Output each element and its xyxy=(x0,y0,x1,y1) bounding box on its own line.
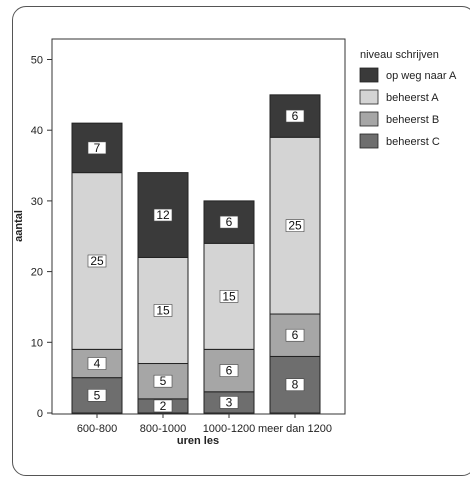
legend-label: beheerst C xyxy=(386,136,440,148)
legend-swatch xyxy=(359,133,379,149)
legend-title: niveau schrijven xyxy=(360,49,439,61)
data-label: 25 xyxy=(288,219,302,233)
data-label: 12 xyxy=(156,208,170,222)
y-tick-label: 50 xyxy=(31,55,43,67)
y-tick-label: 30 xyxy=(31,196,43,208)
data-label-box xyxy=(285,219,305,232)
data-label: 8 xyxy=(292,378,299,392)
legend-swatch xyxy=(359,111,379,127)
data-label-box xyxy=(219,215,239,229)
y-tick-label: 10 xyxy=(31,337,43,349)
data-label: 3 xyxy=(226,395,233,409)
x-tick-label: meer dan 1200 xyxy=(258,423,332,435)
y-tick-label: 20 xyxy=(31,267,43,279)
data-label: 15 xyxy=(156,303,170,317)
x-tick-label: 1000-1200 xyxy=(203,423,256,435)
legend-label: beheerst A xyxy=(386,92,439,104)
data-label: 15 xyxy=(222,289,236,303)
data-label: 6 xyxy=(226,215,233,229)
legend-label: op weg naar A xyxy=(386,70,457,82)
legend-swatch xyxy=(359,67,379,83)
x-axis-title: uren les xyxy=(177,435,219,447)
data-label: 6 xyxy=(292,109,299,123)
data-label-box xyxy=(153,374,173,388)
data-label-box xyxy=(219,364,239,377)
data-label-box xyxy=(153,304,173,317)
data-label: 6 xyxy=(292,328,299,342)
data-label-box xyxy=(87,357,107,370)
data-label: 25 xyxy=(90,254,104,268)
data-label: 2 xyxy=(160,399,167,413)
data-label-box xyxy=(219,396,239,409)
legend: niveau schrijven op weg naar A beheerst A… xyxy=(359,49,457,149)
data-label-box xyxy=(87,254,107,268)
y-axis-title: aantal xyxy=(13,210,25,242)
data-label-box xyxy=(285,109,305,123)
y-axis: 0 10 20 30 40 50 xyxy=(31,55,52,420)
data-label: 5 xyxy=(160,374,167,388)
data-label-box xyxy=(87,141,107,155)
data-label-box xyxy=(153,399,173,413)
data-label-box xyxy=(87,389,107,402)
data-label: 6 xyxy=(226,364,233,378)
data-label-box xyxy=(285,378,305,392)
legend-swatch xyxy=(359,89,379,105)
data-label-box xyxy=(219,290,239,303)
x-axis: 600-800 800-1000 1000-1200 meer dan 1200 xyxy=(77,413,332,435)
data-label: 5 xyxy=(94,388,101,402)
data-label-box xyxy=(153,208,173,222)
legend-label: beheerst B xyxy=(386,114,439,126)
y-tick-label: 40 xyxy=(31,125,43,137)
data-label: 7 xyxy=(94,141,101,155)
data-label: 4 xyxy=(94,357,101,371)
x-tick-label: 800-1000 xyxy=(140,423,187,435)
data-label-box xyxy=(285,328,305,342)
x-tick-label: 600-800 xyxy=(77,423,117,435)
y-tick-label: 0 xyxy=(37,408,43,420)
